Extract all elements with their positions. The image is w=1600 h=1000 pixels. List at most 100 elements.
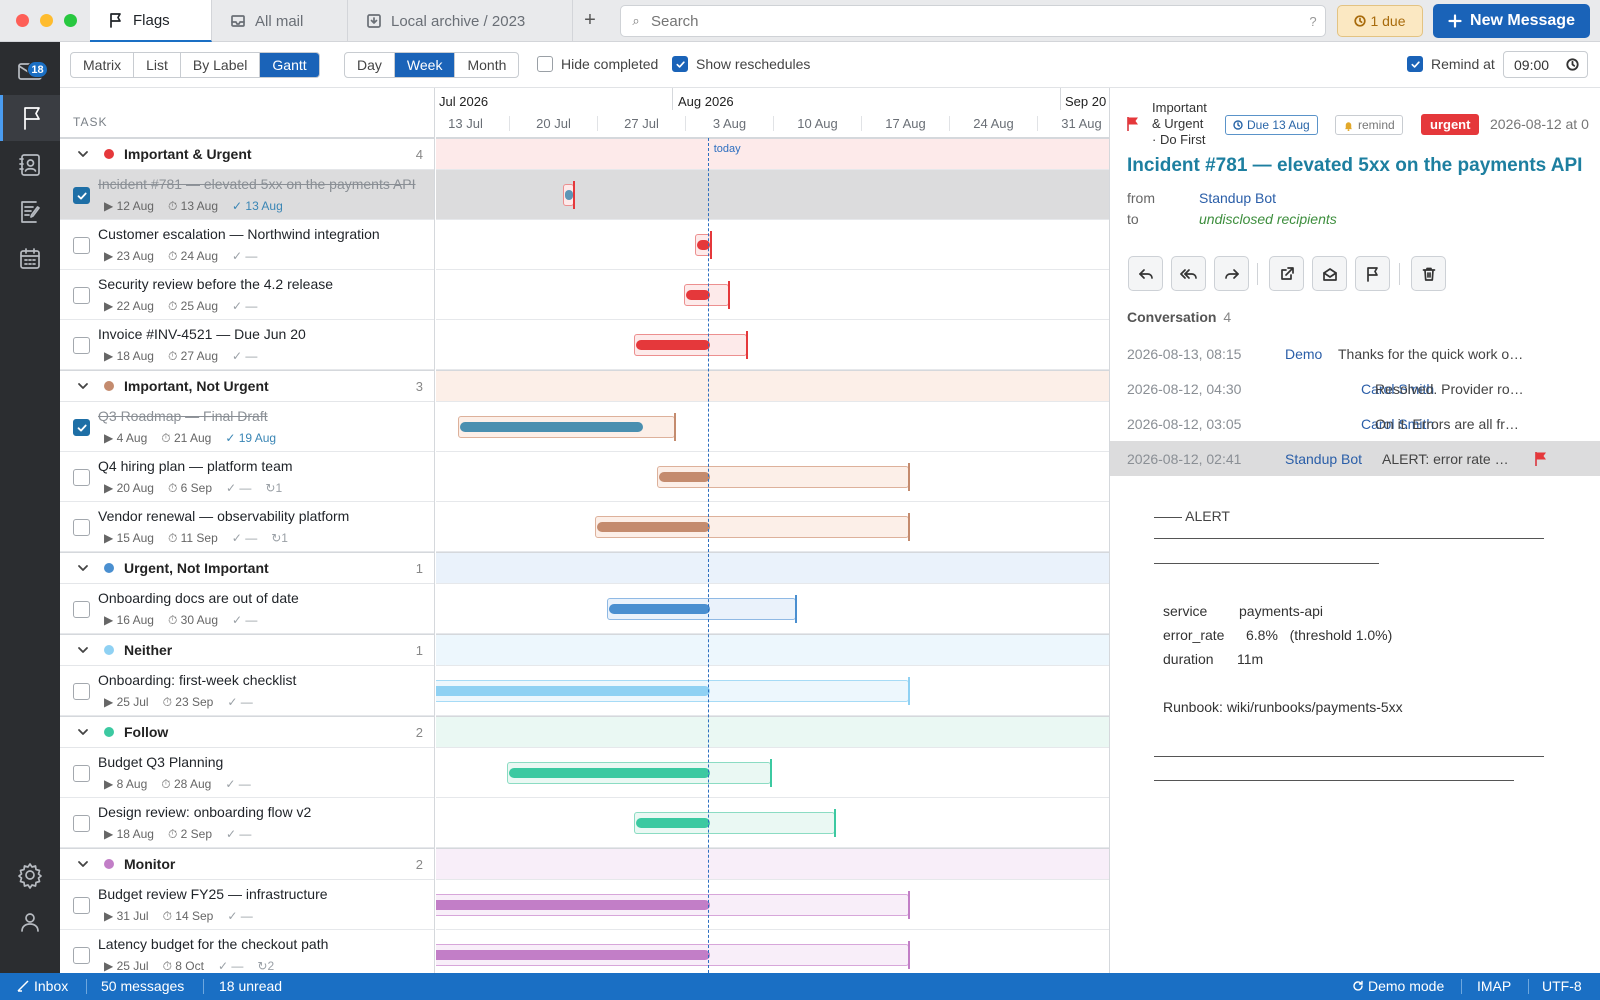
scale-tab-month[interactable]: Month: [467, 57, 507, 73]
task-row[interactable]: Q3 Roadmap — Final Draft ▶ 4 Aug ⏱ 21 Aug ✓…: [60, 402, 434, 452]
task-row[interactable]: Security review before the 4.2 release ▶ …: [60, 270, 434, 320]
task-meta: ▶ 16 Aug ⏱ 30 Aug ✓ —: [104, 613, 257, 628]
task-start-date: 4 Aug: [116, 431, 148, 445]
task-row[interactable]: Onboarding docs are out of date ▶ 16 Aug ⏱…: [60, 584, 434, 634]
remind-at-toggle[interactable]: Remind at: [1407, 56, 1495, 72]
rail-calendar[interactable]: [0, 236, 60, 282]
delete-button[interactable]: [1411, 256, 1446, 291]
task-row[interactable]: Onboarding: first-week checklist ▶ 25 Jul…: [60, 666, 434, 716]
group-header[interactable]: Important, Not Urgent 3: [60, 370, 434, 402]
task-due-date: 28 Aug: [173, 777, 212, 791]
task-checkbox[interactable]: [73, 897, 90, 914]
conversation-item[interactable]: 2026-08-12, 04:30 Carol Smith Resolved. Pr…: [1110, 371, 1600, 406]
chevron-down-icon[interactable]: [76, 561, 96, 575]
view-tab-by-label[interactable]: By Label: [181, 53, 261, 77]
open-external-button[interactable]: [1269, 256, 1304, 291]
task-title: Security review before the 4.2 release: [98, 276, 334, 292]
play-icon: ▶: [104, 695, 117, 709]
rail-notes[interactable]: [0, 189, 60, 235]
mark-unread-button[interactable]: [1312, 256, 1347, 291]
task-checkbox[interactable]: [73, 187, 90, 204]
group-header[interactable]: Follow 2: [60, 716, 434, 748]
minimize-window-button[interactable]: [40, 14, 53, 27]
rail-contacts[interactable]: [0, 142, 60, 188]
scale-tab-week[interactable]: Week: [394, 53, 456, 77]
group-header[interactable]: Important & Urgent 4: [60, 138, 434, 170]
conversation-item[interactable]: 2026-08-12, 02:41 Standup Bot ALERT: error…: [1110, 441, 1600, 476]
task-title: Budget Q3 Planning: [98, 754, 224, 770]
view-tab-gantt[interactable]: Gantt: [260, 53, 319, 77]
forward-button[interactable]: [1214, 256, 1249, 291]
task-checkbox[interactable]: [73, 815, 90, 832]
from-value[interactable]: Standup Bot: [1199, 190, 1277, 206]
task-due: ⏱ 30 Aug: [168, 613, 218, 628]
scale-tab-day[interactable]: Day: [345, 53, 395, 77]
task-row[interactable]: Vendor renewal — observability platform ▶…: [60, 502, 434, 552]
chevron-down-icon[interactable]: [76, 725, 96, 739]
task-row[interactable]: Q4 hiring plan — platform team ▶ 20 Aug ⏱ …: [60, 452, 434, 502]
task-checkbox[interactable]: [73, 237, 90, 254]
task-due-date: 14 Sep: [175, 909, 214, 923]
new-message-button[interactable]: New Message: [1433, 4, 1590, 38]
flag-button[interactable]: [1355, 256, 1390, 291]
task-row[interactable]: Budget Q3 Planning ▶ 8 Aug ⏱ 28 Aug ✓ —: [60, 748, 434, 798]
remind-time-input[interactable]: 09:00: [1503, 51, 1588, 78]
task-row[interactable]: Latency budget for the checkout path ▶ 25…: [60, 930, 434, 973]
task-checkbox[interactable]: [73, 947, 90, 964]
show-reschedules-toggle[interactable]: Show reschedules: [672, 56, 810, 72]
task-checkbox[interactable]: [73, 287, 90, 304]
close-window-button[interactable]: [16, 14, 29, 27]
view-tab-matrix[interactable]: Matrix: [71, 53, 135, 77]
tab-all-mail[interactable]: All mail: [212, 0, 348, 42]
due-badge[interactable]: 1 due: [1337, 5, 1423, 37]
status-folder[interactable]: Inbox: [17, 978, 68, 994]
task-checkbox[interactable]: [73, 601, 90, 618]
task-checkbox[interactable]: [73, 419, 90, 436]
hide-completed-checkbox[interactable]: [537, 56, 553, 72]
runbook-link[interactable]: Runbook: wiki/runbooks/payments-5xx: [1163, 699, 1403, 715]
task-checkbox[interactable]: [73, 683, 90, 700]
task-checkbox[interactable]: [73, 337, 90, 354]
search-input[interactable]: [651, 12, 1301, 30]
conversation-item[interactable]: 2026-08-13, 08:15 Demo Thanks for the quic…: [1110, 336, 1600, 371]
view-tab-list[interactable]: List: [134, 53, 181, 77]
reply-all-button[interactable]: [1171, 256, 1206, 291]
task-row[interactable]: Design review: onboarding flow v2 ▶ 18 Au…: [60, 798, 434, 848]
show-reschedules-checkbox[interactable]: [672, 56, 688, 72]
task-checkbox[interactable]: [73, 765, 90, 782]
urgent-chip[interactable]: urgent: [1421, 114, 1480, 135]
task-start-date: 20 Aug: [116, 481, 154, 495]
group-lane: [436, 138, 1109, 170]
rail-account[interactable]: [0, 899, 60, 945]
reply-button[interactable]: [1128, 256, 1163, 291]
zoom-window-button[interactable]: [64, 14, 77, 27]
task-checkbox[interactable]: [73, 519, 90, 536]
hide-completed-toggle[interactable]: Hide completed: [537, 56, 658, 72]
task-start: ▶ 22 Aug: [104, 299, 154, 314]
due-chip[interactable]: Due 13 Aug: [1225, 115, 1318, 135]
rail-flags[interactable]: [0, 95, 60, 141]
chevron-down-icon[interactable]: [76, 643, 96, 657]
task-row[interactable]: Invoice #INV-4521 — Due Jun 20 ▶ 18 Aug ⏱ …: [60, 320, 434, 370]
tab-local-archive[interactable]: Local archive / 2023: [348, 0, 573, 42]
new-tab-button[interactable]: +: [584, 9, 596, 31]
rail-settings[interactable]: [0, 852, 60, 898]
task-checkbox[interactable]: [73, 469, 90, 486]
chevron-down-icon[interactable]: [76, 147, 96, 161]
remind-at-checkbox[interactable]: [1407, 56, 1423, 72]
group-header[interactable]: Monitor 2: [60, 848, 434, 880]
chevron-down-icon[interactable]: [76, 379, 96, 393]
tab-flags[interactable]: Flags: [90, 0, 212, 42]
task-row[interactable]: Incident #781 — elevated 5xx on the paym…: [60, 170, 434, 220]
chevron-down-icon[interactable]: [76, 857, 96, 871]
conversation-item[interactable]: 2026-08-12, 03:05 Carol Smith On it. Error…: [1110, 406, 1600, 441]
search-help-icon[interactable]: ?: [1309, 13, 1317, 29]
task-row[interactable]: Customer escalation — Northwind integrat…: [60, 220, 434, 270]
status-mode[interactable]: Demo mode: [1352, 978, 1444, 994]
group-header[interactable]: Urgent, Not Important 1: [60, 552, 434, 584]
task-lane: [436, 220, 1109, 270]
group-header[interactable]: Neither 1: [60, 634, 434, 666]
task-row[interactable]: Budget review FY25 — infrastructure ▶ 31 …: [60, 880, 434, 930]
rail-inbox[interactable]: 18: [0, 48, 60, 94]
remind-chip[interactable]: remind: [1335, 115, 1403, 135]
